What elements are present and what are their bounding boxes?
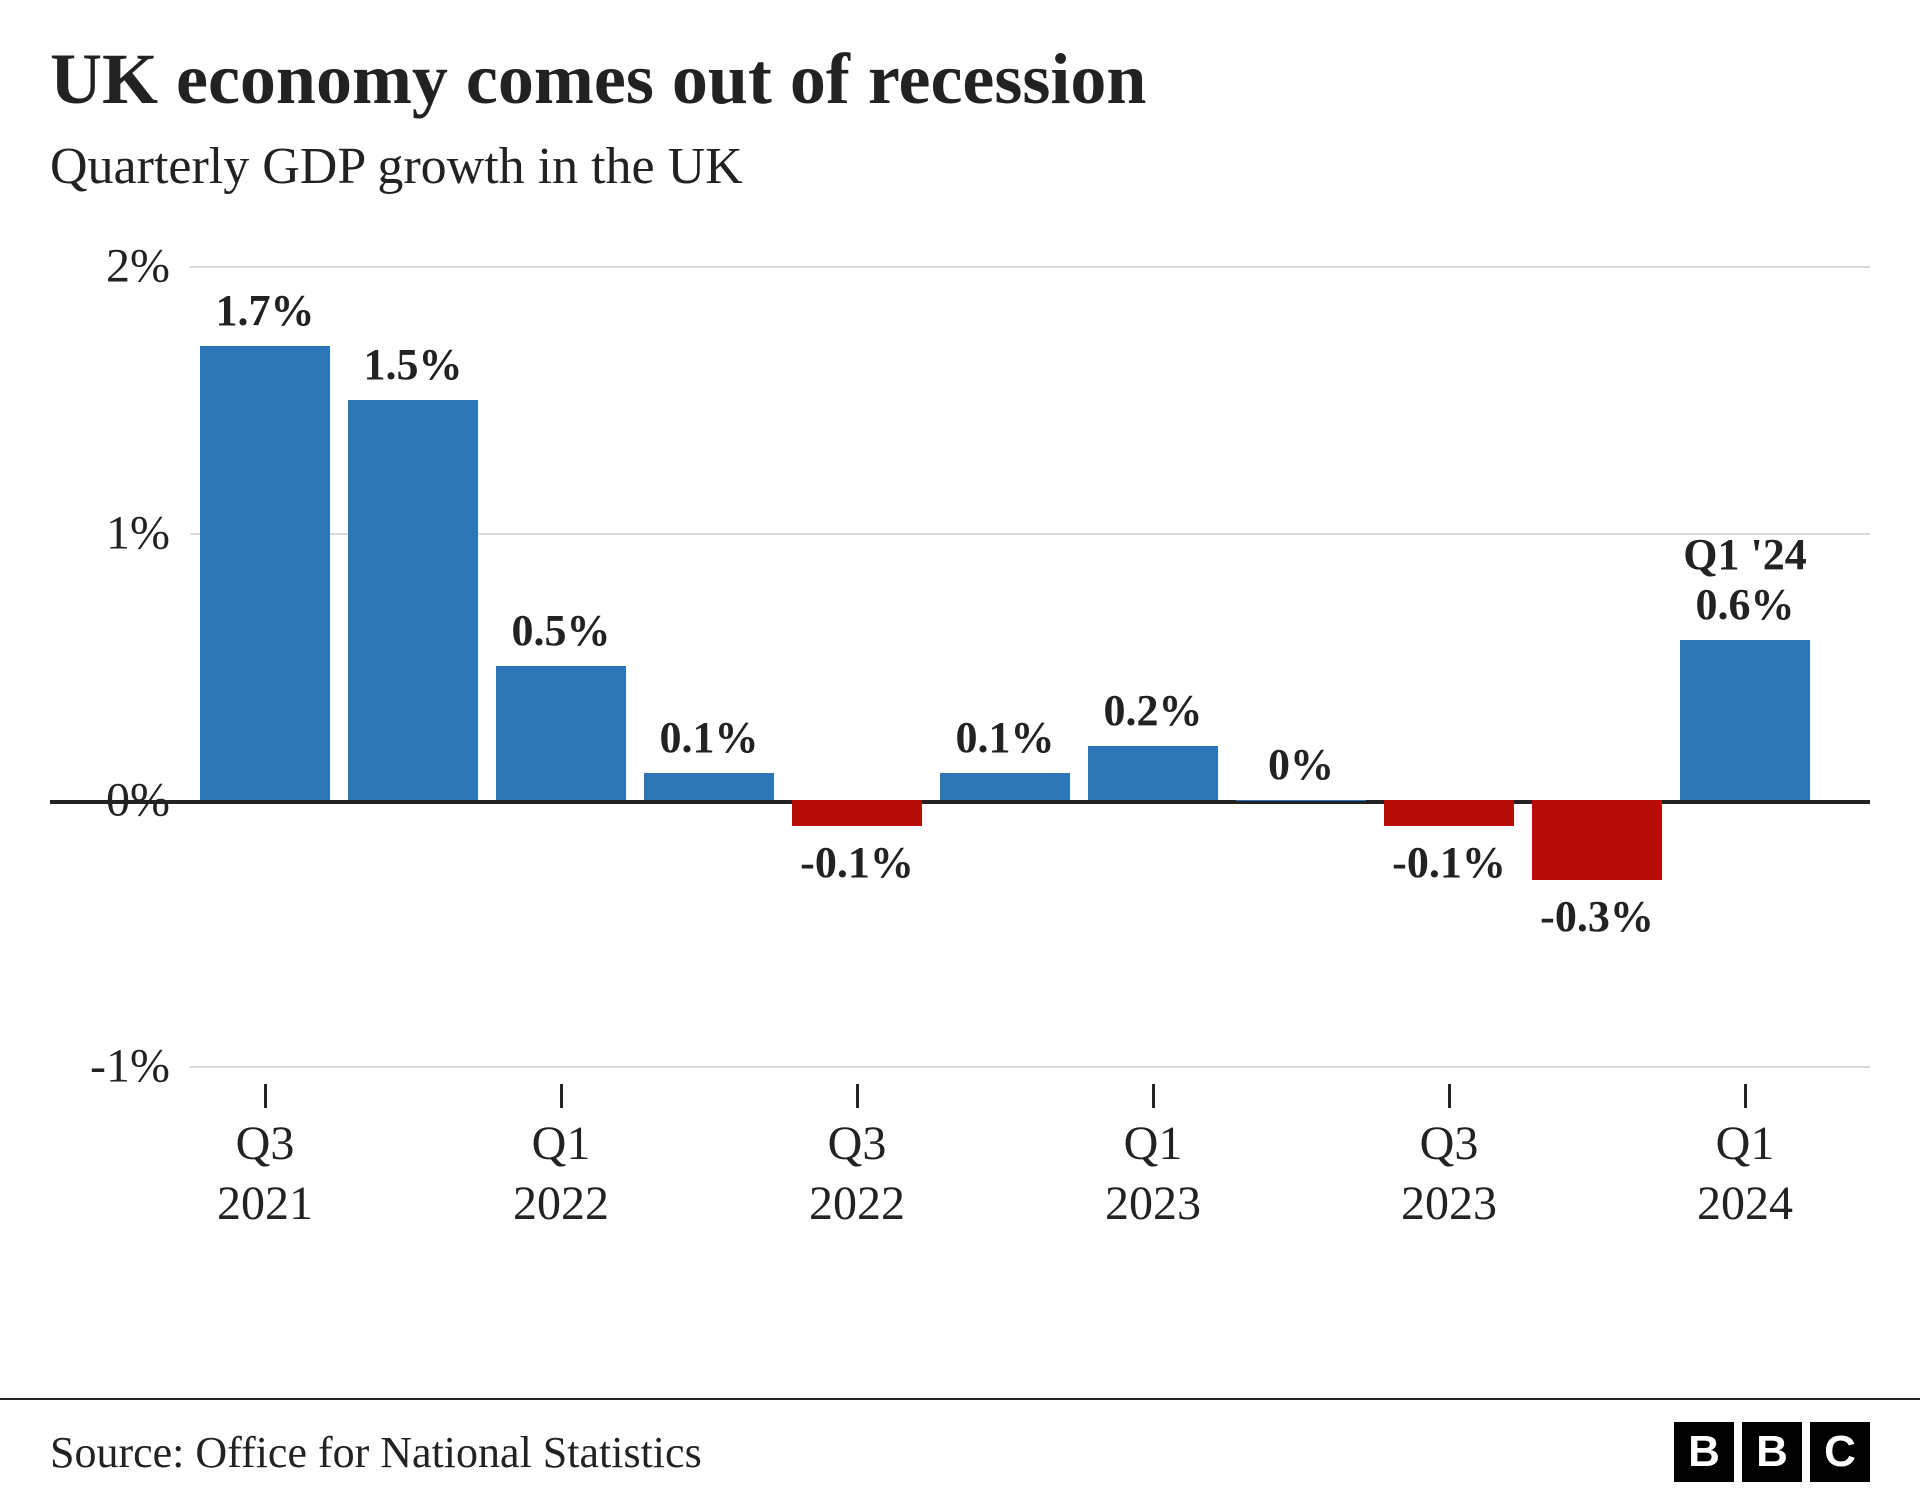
bar-value-label: Q1 '24 0.6% [1645, 530, 1845, 631]
footer-divider [0, 1398, 1920, 1400]
bar [1236, 800, 1366, 801]
bar [1088, 746, 1218, 799]
bar-value-label: 0.2% [1053, 686, 1253, 737]
bar [1680, 640, 1810, 800]
bar [1384, 800, 1514, 827]
chart-container: 2%1%0%-1%1.7%1.5%0.5%0.1%-0.1%0.1%0.2%0%… [50, 266, 1870, 1246]
bbc-logo-letter: B [1674, 1422, 1734, 1482]
x-axis-label: Q1 2024 [1697, 1114, 1793, 1234]
bar [496, 666, 626, 799]
x-axis-label: Q3 2021 [217, 1114, 313, 1234]
bar-value-label: -0.1% [1349, 838, 1549, 889]
bar-value-label: 1.5% [313, 340, 513, 391]
plot-area: 2%1%0%-1%1.7%1.5%0.5%0.1%-0.1%0.1%0.2%0%… [190, 266, 1870, 1066]
gridline [190, 266, 1870, 268]
x-axis-label: Q1 2022 [513, 1114, 609, 1234]
x-axis-label: Q3 2022 [809, 1114, 905, 1234]
bar-value-label: 1.7% [165, 286, 365, 337]
bar [1532, 800, 1662, 880]
bar [644, 773, 774, 800]
bar-value-label: 0.1% [609, 713, 809, 764]
x-axis-tick [856, 1084, 859, 1108]
y-axis-label: 2% [40, 239, 170, 294]
bar-value-label: -0.1% [757, 838, 957, 889]
y-axis-label: -1% [40, 1039, 170, 1094]
chart-title: UK economy comes out of recession [50, 40, 1870, 119]
gridline [190, 1066, 1870, 1068]
bar-value-label: 0% [1201, 740, 1401, 791]
source-text: Source: Office for National Statistics [50, 1427, 702, 1478]
y-axis-label: 0% [40, 772, 170, 827]
chart-subtitle: Quarterly GDP growth in the UK [50, 137, 1870, 196]
x-axis-tick [560, 1084, 563, 1108]
x-axis-tick [1448, 1084, 1451, 1108]
chart-footer: Source: Office for National Statistics B… [50, 1422, 1870, 1482]
bbc-logo-letter: B [1742, 1422, 1802, 1482]
x-axis-tick [1152, 1084, 1155, 1108]
bar-value-label: 0.5% [461, 606, 661, 657]
bar-value-label: -0.3% [1497, 892, 1697, 943]
bar [200, 346, 330, 799]
bar [792, 800, 922, 827]
x-axis-label: Q3 2023 [1401, 1114, 1497, 1234]
bar [940, 773, 1070, 800]
y-axis-label: 1% [40, 505, 170, 560]
x-axis-label: Q1 2023 [1105, 1114, 1201, 1234]
x-axis-tick [1744, 1084, 1747, 1108]
bbc-logo: BBC [1674, 1422, 1870, 1482]
x-axis-tick [264, 1084, 267, 1108]
bar [348, 400, 478, 800]
bbc-logo-letter: C [1810, 1422, 1870, 1482]
